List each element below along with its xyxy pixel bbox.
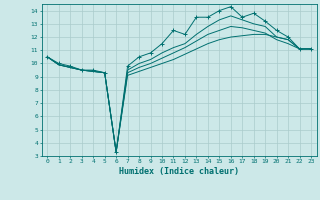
X-axis label: Humidex (Indice chaleur): Humidex (Indice chaleur) xyxy=(119,167,239,176)
